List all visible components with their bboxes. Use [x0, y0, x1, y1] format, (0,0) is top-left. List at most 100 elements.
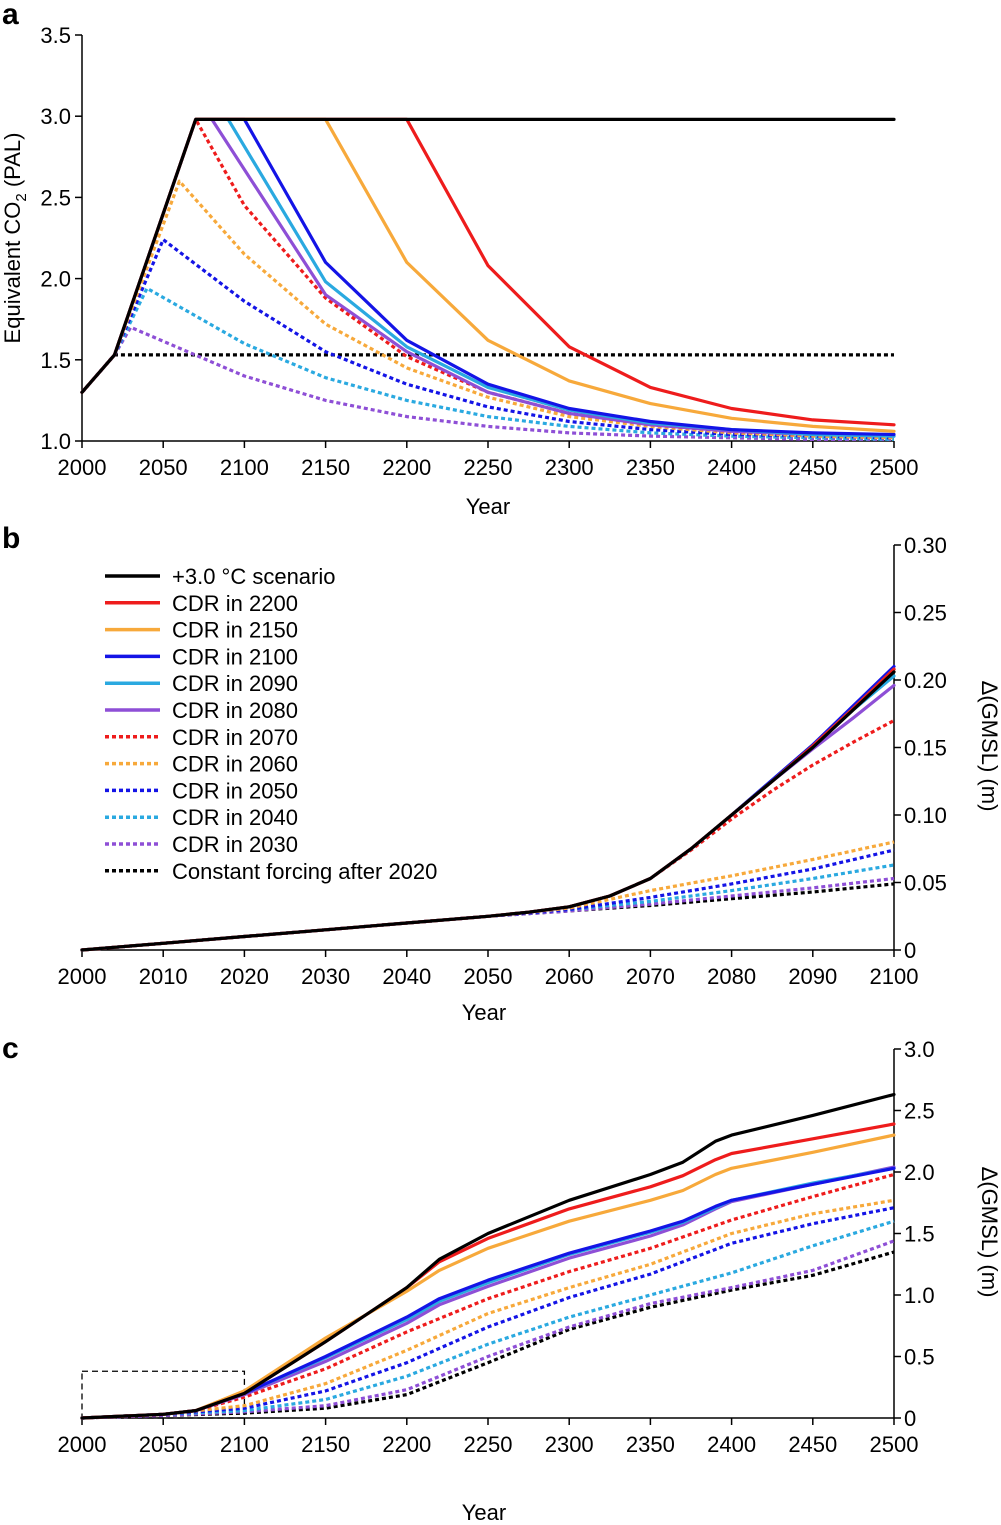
panel-c-x-tick-label: 2300: [545, 1432, 594, 1457]
panel-letter-b: b: [2, 522, 20, 555]
panel-b-x-tick-label: 2050: [464, 964, 513, 989]
panel-c-series-line: [81, 1239, 895, 1420]
panel-c-y-tick-label: 1.5: [904, 1222, 935, 1247]
panel-c-series-line: [80, 1092, 896, 1420]
panel-c-series-line: [80, 1165, 896, 1420]
panel-a-series-line: [80, 117, 896, 438]
panel-b-x-tick-label: 2020: [220, 964, 269, 989]
panel-c-x-tick-label: 2200: [382, 1432, 431, 1457]
panel-c-y-tick-label: 0: [904, 1406, 916, 1431]
panel-a-y-tick-label: 3.5: [40, 23, 71, 48]
panel-a-x-tick-label: 2300: [545, 455, 594, 480]
panel-a-series-line: [80, 117, 895, 438]
legend-label: Constant forcing after 2020: [172, 859, 437, 884]
panel-a-x-tick-label: 2350: [626, 455, 675, 480]
legend-label: CDR in 2060: [172, 752, 298, 777]
legend-label: CDR in 2090: [172, 671, 298, 696]
panel-c-plot-area: 2000 2050 2100 2150 2200 2250 2300 2350 2400 2450…: [58, 1037, 935, 1457]
panel-c-y-tick-label: 2.5: [904, 1099, 935, 1124]
panel-c-series-line: [81, 1198, 895, 1420]
panel-b-x-tick-label: 2070: [626, 964, 675, 989]
panel-a-y-tick-label: 3.0: [40, 104, 71, 129]
panel-c-inset-box: [81, 1370, 246, 1419]
panel-b-y-tick-label: 0: [904, 938, 916, 963]
panel-b-y-axis-title: Δ(GMSL) (m): [977, 681, 1001, 812]
panel-a-x-tick-label: 2250: [464, 455, 513, 480]
panel-a-series-line: [80, 286, 895, 441]
panel-c-x-tick-label: 2100: [220, 1432, 269, 1457]
panel-a-x-tick-label: 2500: [870, 455, 919, 480]
panel-c-series-line: [81, 1219, 895, 1420]
legend-label: CDR in 2100: [172, 644, 298, 669]
panel-b-y-tick-label: 0.10: [904, 803, 947, 828]
panel-a-y-axis-title-main: Equivalent CO: [0, 202, 25, 344]
panel-a-y-tick-label: 1.0: [40, 429, 71, 454]
legend-label: CDR in 2040: [172, 805, 298, 830]
panel-b-x-tick-label: 2000: [58, 964, 107, 989]
panel-b-y-tick-label: 0.05: [904, 871, 947, 896]
panel-b-x-tick-label: 2010: [139, 964, 188, 989]
panel-a-series-line: [80, 325, 894, 441]
panel-a-x-tick-label: 2200: [382, 455, 431, 480]
panel-b-y-tick-label: 0.20: [904, 668, 947, 693]
panel-a-y-tick-label: 1.5: [40, 348, 71, 373]
legend-label: CDR in 2050: [172, 778, 298, 803]
panel-b-chart: 2000 2010 2020 2030 2040 2050 2060 2070 2080 2090…: [58, 533, 1001, 1025]
panel-c-series-line: [81, 1250, 895, 1420]
panel-c-x-tick-label: 2350: [626, 1432, 675, 1457]
legend-label: CDR in 2070: [172, 725, 298, 750]
panel-c-x-tick-label: 2000: [58, 1432, 107, 1457]
legend-label: CDR in 2080: [172, 698, 298, 723]
panel-c-series-line: [80, 1166, 896, 1420]
legend-label: CDR in 2200: [172, 591, 298, 616]
panel-c-x-tick-label: 2150: [301, 1432, 350, 1457]
panel-a-x-tick-label: 2400: [707, 455, 756, 480]
panel-c-chart: 2000 2050 2100 2150 2200 2250 2300 2350 2400 2450…: [58, 1037, 1001, 1525]
panel-c-y-tick-label: 0.5: [904, 1345, 935, 1370]
panel-b-x-tick-label: 2030: [301, 964, 350, 989]
panel-letter-c: c: [2, 1032, 19, 1065]
panel-c-series-line: [80, 1133, 896, 1420]
panel-a-x-tick-label: 2150: [301, 455, 350, 480]
panel-c-series-line: [80, 1166, 896, 1420]
panel-a-y-axis-title: Equivalent CO2 (PAL): [0, 133, 30, 344]
panel-a-plot-area: 2000 2050 2100 2150 2200 2250 2300 2350 2400 2450…: [40, 23, 918, 480]
panel-a-chart: 2000 2050 2100 2150 2200 2250 2300 2350 2400 2450…: [0, 23, 918, 519]
panel-a-series-line: [80, 179, 895, 440]
panel-c-x-tick-label: 2250: [464, 1432, 513, 1457]
legend-label: CDR in 2030: [172, 832, 298, 857]
legend-label: CDR in 2150: [172, 618, 298, 643]
panel-a-x-tick-label: 2100: [220, 455, 269, 480]
panel-c-y-axis-title: Δ(GMSL) (m): [977, 1167, 1001, 1298]
panel-letter-a: a: [2, 0, 19, 31]
panel-b-x-tick-label: 2060: [545, 964, 594, 989]
panel-c-x-tick-label: 2400: [707, 1432, 756, 1457]
panel-a-series-line: [80, 117, 896, 394]
panel-c-x-tick-label: 2450: [788, 1432, 837, 1457]
panel-b-x-tick-label: 2080: [707, 964, 756, 989]
panel-c-y-tick-label: 3.0: [904, 1037, 935, 1062]
panel-b-x-tick-label: 2100: [870, 964, 919, 989]
panel-a-y-axis-title-sub: 2: [13, 193, 30, 201]
panel-a-x-tick-label: 2450: [788, 455, 837, 480]
panel-c-x-axis-title: Year: [462, 1500, 506, 1525]
panel-a-y-axis-title-tail: (PAL): [0, 133, 25, 194]
panel-b-series-line: [80, 670, 896, 952]
panel-c-series-line: [81, 1172, 895, 1420]
panel-c-y-tick-label: 1.0: [904, 1283, 935, 1308]
panel-c-x-tick-label: 2050: [139, 1432, 188, 1457]
panel-a-x-tick-label: 2000: [58, 455, 107, 480]
panel-c-x-tick-label: 2500: [870, 1432, 919, 1457]
panel-a-x-tick-label: 2050: [139, 455, 188, 480]
panel-b-y-tick-label: 0.30: [904, 533, 947, 558]
panel-b-y-tick-label: 0.15: [904, 736, 947, 761]
panel-a-x-axis-title: Year: [466, 494, 510, 519]
panel-b-plot-area: 2000 2010 2020 2030 2040 2050 2060 2070 2080 2090…: [58, 533, 947, 989]
panel-b-x-tick-label: 2040: [382, 964, 431, 989]
panel-a-y-tick-label: 2.5: [40, 185, 71, 210]
legend-label: +3.0 °C scenario: [172, 564, 336, 589]
panel-b-x-axis-title: Year: [462, 1000, 506, 1025]
panel-a-y-tick-label: 2.0: [40, 267, 71, 292]
